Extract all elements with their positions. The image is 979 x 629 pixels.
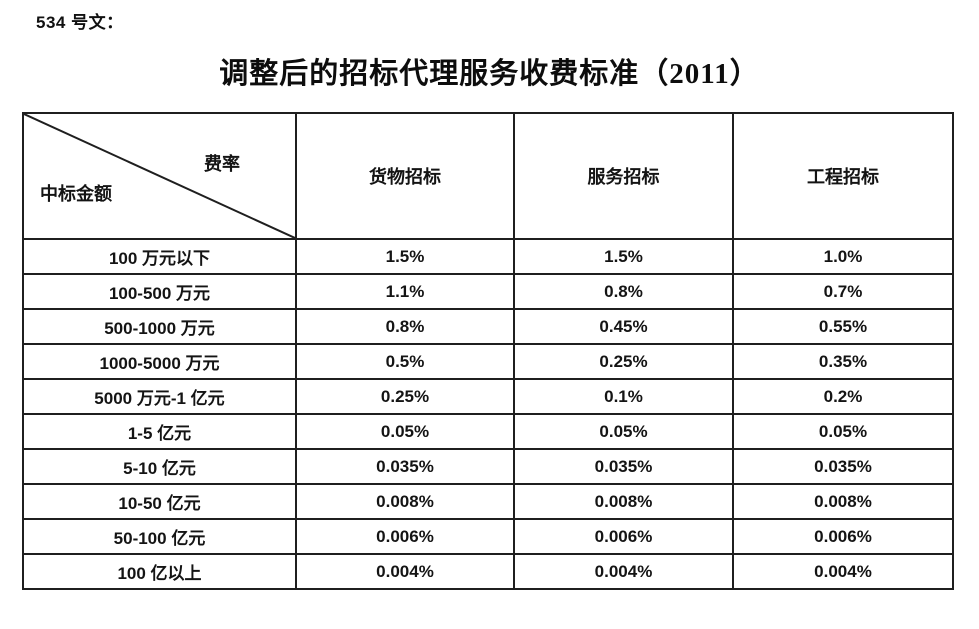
amount-cell: 100 亿以上: [22, 553, 297, 590]
table-row: 1000-5000 万元 0.5% 0.25% 0.35%: [22, 343, 954, 380]
engineering-rate-cell: 0.004%: [732, 553, 954, 590]
doc-number-label: 534 号文：: [36, 13, 124, 32]
fee-table: 费率 中标金额 货物招标 服务招标 工程招标 100 万元以下 1.5% 1.5…: [22, 112, 954, 590]
engineering-rate-cell: 1.0%: [732, 238, 954, 275]
column-header-service: 服务招标: [513, 112, 734, 240]
table-row: 50-100 亿元 0.006% 0.006% 0.006%: [22, 518, 954, 555]
service-rate-cell: 0.8%: [513, 273, 734, 310]
table-row: 100 亿以上 0.004% 0.004% 0.004%: [22, 553, 954, 590]
service-rate-cell: 1.5%: [513, 238, 734, 275]
goods-rate-cell: 0.25%: [295, 378, 515, 415]
service-rate-cell: 0.05%: [513, 413, 734, 450]
engineering-rate-cell: 0.55%: [732, 308, 954, 345]
table-row: 500-1000 万元 0.8% 0.45% 0.55%: [22, 308, 954, 345]
amount-cell: 5000 万元-1 亿元: [22, 378, 297, 415]
goods-rate-cell: 0.035%: [295, 448, 515, 485]
page-title: 调整后的招标代理服务收费标准（2011）: [219, 58, 760, 90]
service-rate-cell: 0.006%: [513, 518, 734, 555]
column-header-engineering: 工程招标: [732, 112, 954, 240]
engineering-rate-cell: 0.7%: [732, 273, 954, 310]
diagonal-header-cell: 费率 中标金额: [22, 112, 297, 240]
engineering-rate-cell: 0.008%: [732, 483, 954, 520]
amount-cell: 5-10 亿元: [22, 448, 297, 485]
goods-rate-cell: 0.8%: [295, 308, 515, 345]
service-rate-cell: 0.004%: [513, 553, 734, 590]
table-row: 100 万元以下 1.5% 1.5% 1.0%: [22, 238, 954, 275]
service-rate-cell: 0.25%: [513, 343, 734, 380]
table-row: 1-5 亿元 0.05% 0.05% 0.05%: [22, 413, 954, 450]
goods-rate-cell: 1.1%: [295, 273, 515, 310]
table-header-row: 费率 中标金额 货物招标 服务招标 工程招标: [22, 112, 954, 240]
engineering-rate-cell: 0.035%: [732, 448, 954, 485]
fee-table-container: 费率 中标金额 货物招标 服务招标 工程招标 100 万元以下 1.5% 1.5…: [22, 112, 954, 590]
service-rate-cell: 0.035%: [513, 448, 734, 485]
goods-rate-cell: 0.006%: [295, 518, 515, 555]
table-row: 5-10 亿元 0.035% 0.035% 0.035%: [22, 448, 954, 485]
goods-rate-cell: 0.008%: [295, 483, 515, 520]
service-rate-cell: 0.1%: [513, 378, 734, 415]
table-row: 100-500 万元 1.1% 0.8% 0.7%: [22, 273, 954, 310]
table-row: 5000 万元-1 亿元 0.25% 0.1% 0.2%: [22, 378, 954, 415]
service-rate-cell: 0.008%: [513, 483, 734, 520]
goods-rate-cell: 0.5%: [295, 343, 515, 380]
corner-label-rate: 费率: [204, 154, 240, 174]
engineering-rate-cell: 0.2%: [732, 378, 954, 415]
amount-cell: 50-100 亿元: [22, 518, 297, 555]
goods-rate-cell: 0.05%: [295, 413, 515, 450]
column-header-goods: 货物招标: [295, 112, 515, 240]
amount-cell: 500-1000 万元: [22, 308, 297, 345]
goods-rate-cell: 1.5%: [295, 238, 515, 275]
engineering-rate-cell: 0.05%: [732, 413, 954, 450]
amount-cell: 10-50 亿元: [22, 483, 297, 520]
diagonal-divider-line: [24, 114, 295, 238]
goods-rate-cell: 0.004%: [295, 553, 515, 590]
amount-cell: 100-500 万元: [22, 273, 297, 310]
engineering-rate-cell: 0.35%: [732, 343, 954, 380]
amount-cell: 1-5 亿元: [22, 413, 297, 450]
table-row: 10-50 亿元 0.008% 0.008% 0.008%: [22, 483, 954, 520]
amount-cell: 1000-5000 万元: [22, 343, 297, 380]
service-rate-cell: 0.45%: [513, 308, 734, 345]
amount-cell: 100 万元以下: [22, 238, 297, 275]
corner-label-amount: 中标金额: [40, 184, 112, 204]
engineering-rate-cell: 0.006%: [732, 518, 954, 555]
